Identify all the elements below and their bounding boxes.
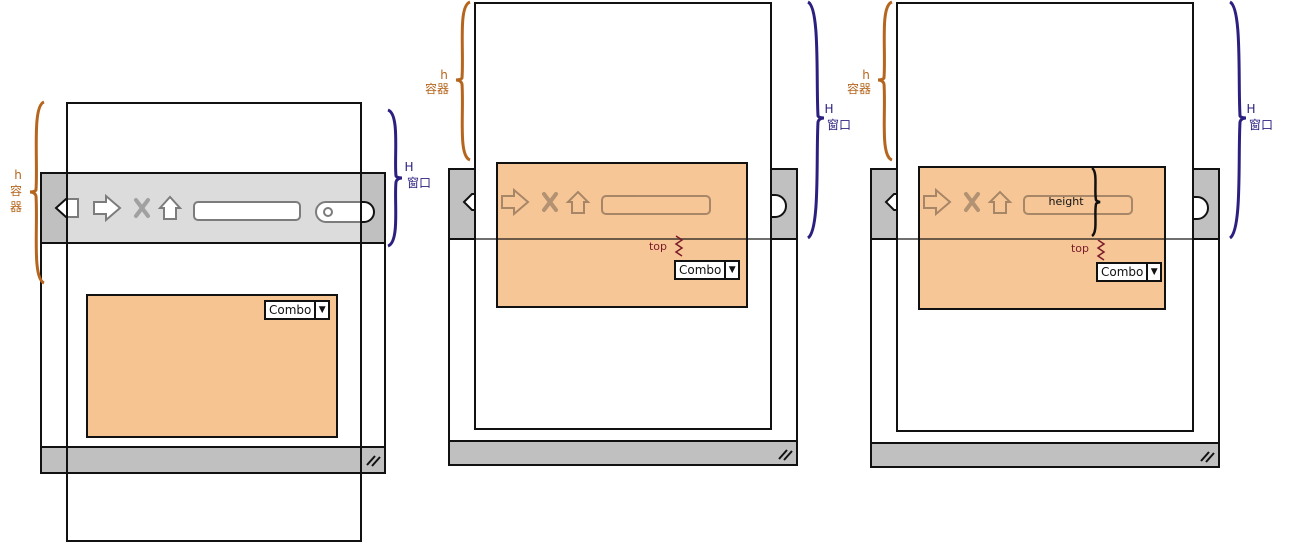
- panel-3: height top Combo ▼ h 容器 H 窗口: [842, 0, 1282, 544]
- top-squiggle: [1096, 239, 1106, 261]
- window-label: 窗口: [826, 118, 851, 132]
- panel-1: Combo ▼ h 容 器 H 窗口: [0, 0, 440, 544]
- H-brace: [387, 108, 403, 248]
- container-label-1: 容: [9, 184, 22, 198]
- search-bar: [315, 201, 375, 223]
- h-brace: [455, 0, 471, 162]
- combo-box[interactable]: Combo ▼: [674, 260, 740, 280]
- top-squiggle: [674, 235, 684, 257]
- H-label: H: [404, 160, 414, 174]
- resize-handle-icon[interactable]: [364, 452, 382, 468]
- browser-statusbar: [870, 442, 1220, 468]
- h-brace: [29, 100, 45, 285]
- H-brace: [806, 0, 825, 240]
- h-brace: [877, 0, 893, 162]
- h-label: h: [440, 68, 448, 82]
- combo-label: Combo: [679, 263, 722, 277]
- window-label: 窗口: [406, 176, 431, 190]
- combo-label: Combo: [1101, 265, 1144, 279]
- faded-toolbar-icons: [501, 187, 711, 217]
- combo-box[interactable]: Combo ▼: [1096, 262, 1162, 282]
- chevron-down-icon[interactable]: ▼: [1146, 264, 1160, 280]
- height-brace: [1091, 166, 1101, 238]
- container-label: 容器: [424, 82, 449, 96]
- toolbar-bottom-line: [870, 238, 1220, 240]
- height-label: height: [1048, 195, 1084, 208]
- resize-handle-icon[interactable]: [1198, 448, 1216, 464]
- container-frame: [66, 102, 362, 542]
- h-label: h: [862, 68, 870, 82]
- container-overlay: [68, 174, 360, 242]
- address-bar: [193, 201, 301, 221]
- toolbar-bottom-line: [448, 238, 798, 240]
- faded-toolbar-icons: [923, 187, 1133, 217]
- browser-statusbar: [40, 446, 386, 474]
- top-label: top: [1070, 242, 1090, 255]
- content-area: [496, 162, 748, 308]
- chevron-down-icon[interactable]: ▼: [314, 302, 328, 318]
- close-x-icon: [134, 198, 150, 218]
- browser-statusbar: [448, 440, 798, 466]
- search-icon: [323, 207, 333, 217]
- h-label: h: [14, 168, 22, 182]
- combo-label: Combo: [269, 303, 312, 317]
- H-brace: [1228, 0, 1247, 240]
- window-label: 窗口: [1248, 118, 1273, 132]
- resize-handle-icon[interactable]: [776, 446, 794, 462]
- container-label-2: 器: [9, 200, 22, 214]
- content-area: [86, 294, 338, 438]
- combo-box[interactable]: Combo ▼: [264, 300, 330, 320]
- chevron-down-icon[interactable]: ▼: [724, 262, 738, 278]
- H-label: H: [824, 102, 834, 116]
- top-label: top: [648, 240, 668, 253]
- toolbar-icons: [54, 193, 375, 223]
- forward-arrow-icon: [93, 193, 122, 223]
- container-label: 容器: [846, 82, 871, 96]
- panel-2: top Combo ▼ h 容器 H 窗口: [420, 0, 860, 544]
- H-label: H: [1246, 102, 1256, 116]
- home-icon: [157, 195, 183, 220]
